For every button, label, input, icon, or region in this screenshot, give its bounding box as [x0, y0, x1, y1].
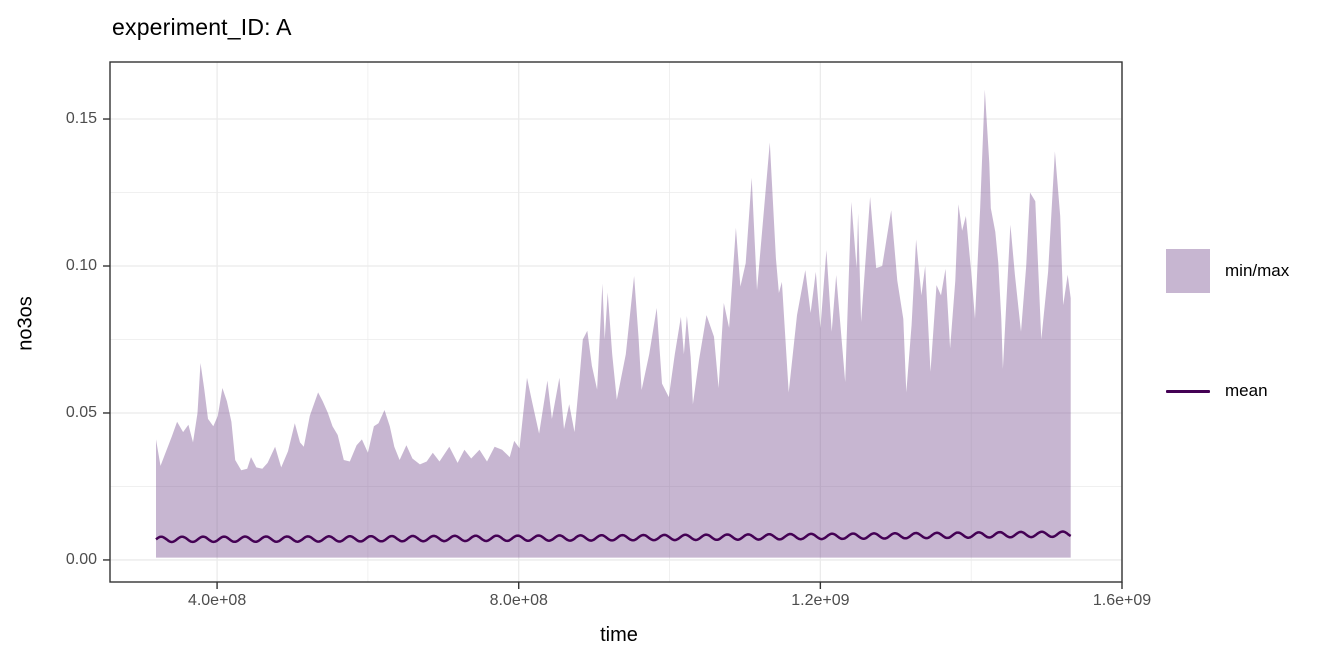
mean-line [155, 530, 1072, 544]
panel-border [109, 61, 1123, 583]
y-tick-label: 0.00 [65, 550, 97, 568]
x-tick-label: 1.6e+09 [1092, 592, 1152, 609]
x-axis-title: time [600, 624, 638, 646]
x-tick-label: 8.0e+08 [489, 592, 548, 609]
x-axis-tick-labels: 4.0e+08 8.0e+08 1.2e+09 1.6e+09 [0, 592, 1344, 614]
ribbon-area [156, 89, 1071, 558]
y-tick-label: 0.05 [65, 403, 97, 421]
y-tick-label: 0.10 [65, 257, 97, 274]
x-tick-label: 1.2e+09 [791, 592, 850, 609]
y-axis-tick-labels: 0.00 0.05 0.10 0.15 [0, 0, 100, 672]
plot-title: experiment_ID: A [112, 14, 292, 40]
y-tick-label: 0.15 [65, 110, 97, 128]
x-tick-label: 4.0e+08 [187, 592, 247, 609]
